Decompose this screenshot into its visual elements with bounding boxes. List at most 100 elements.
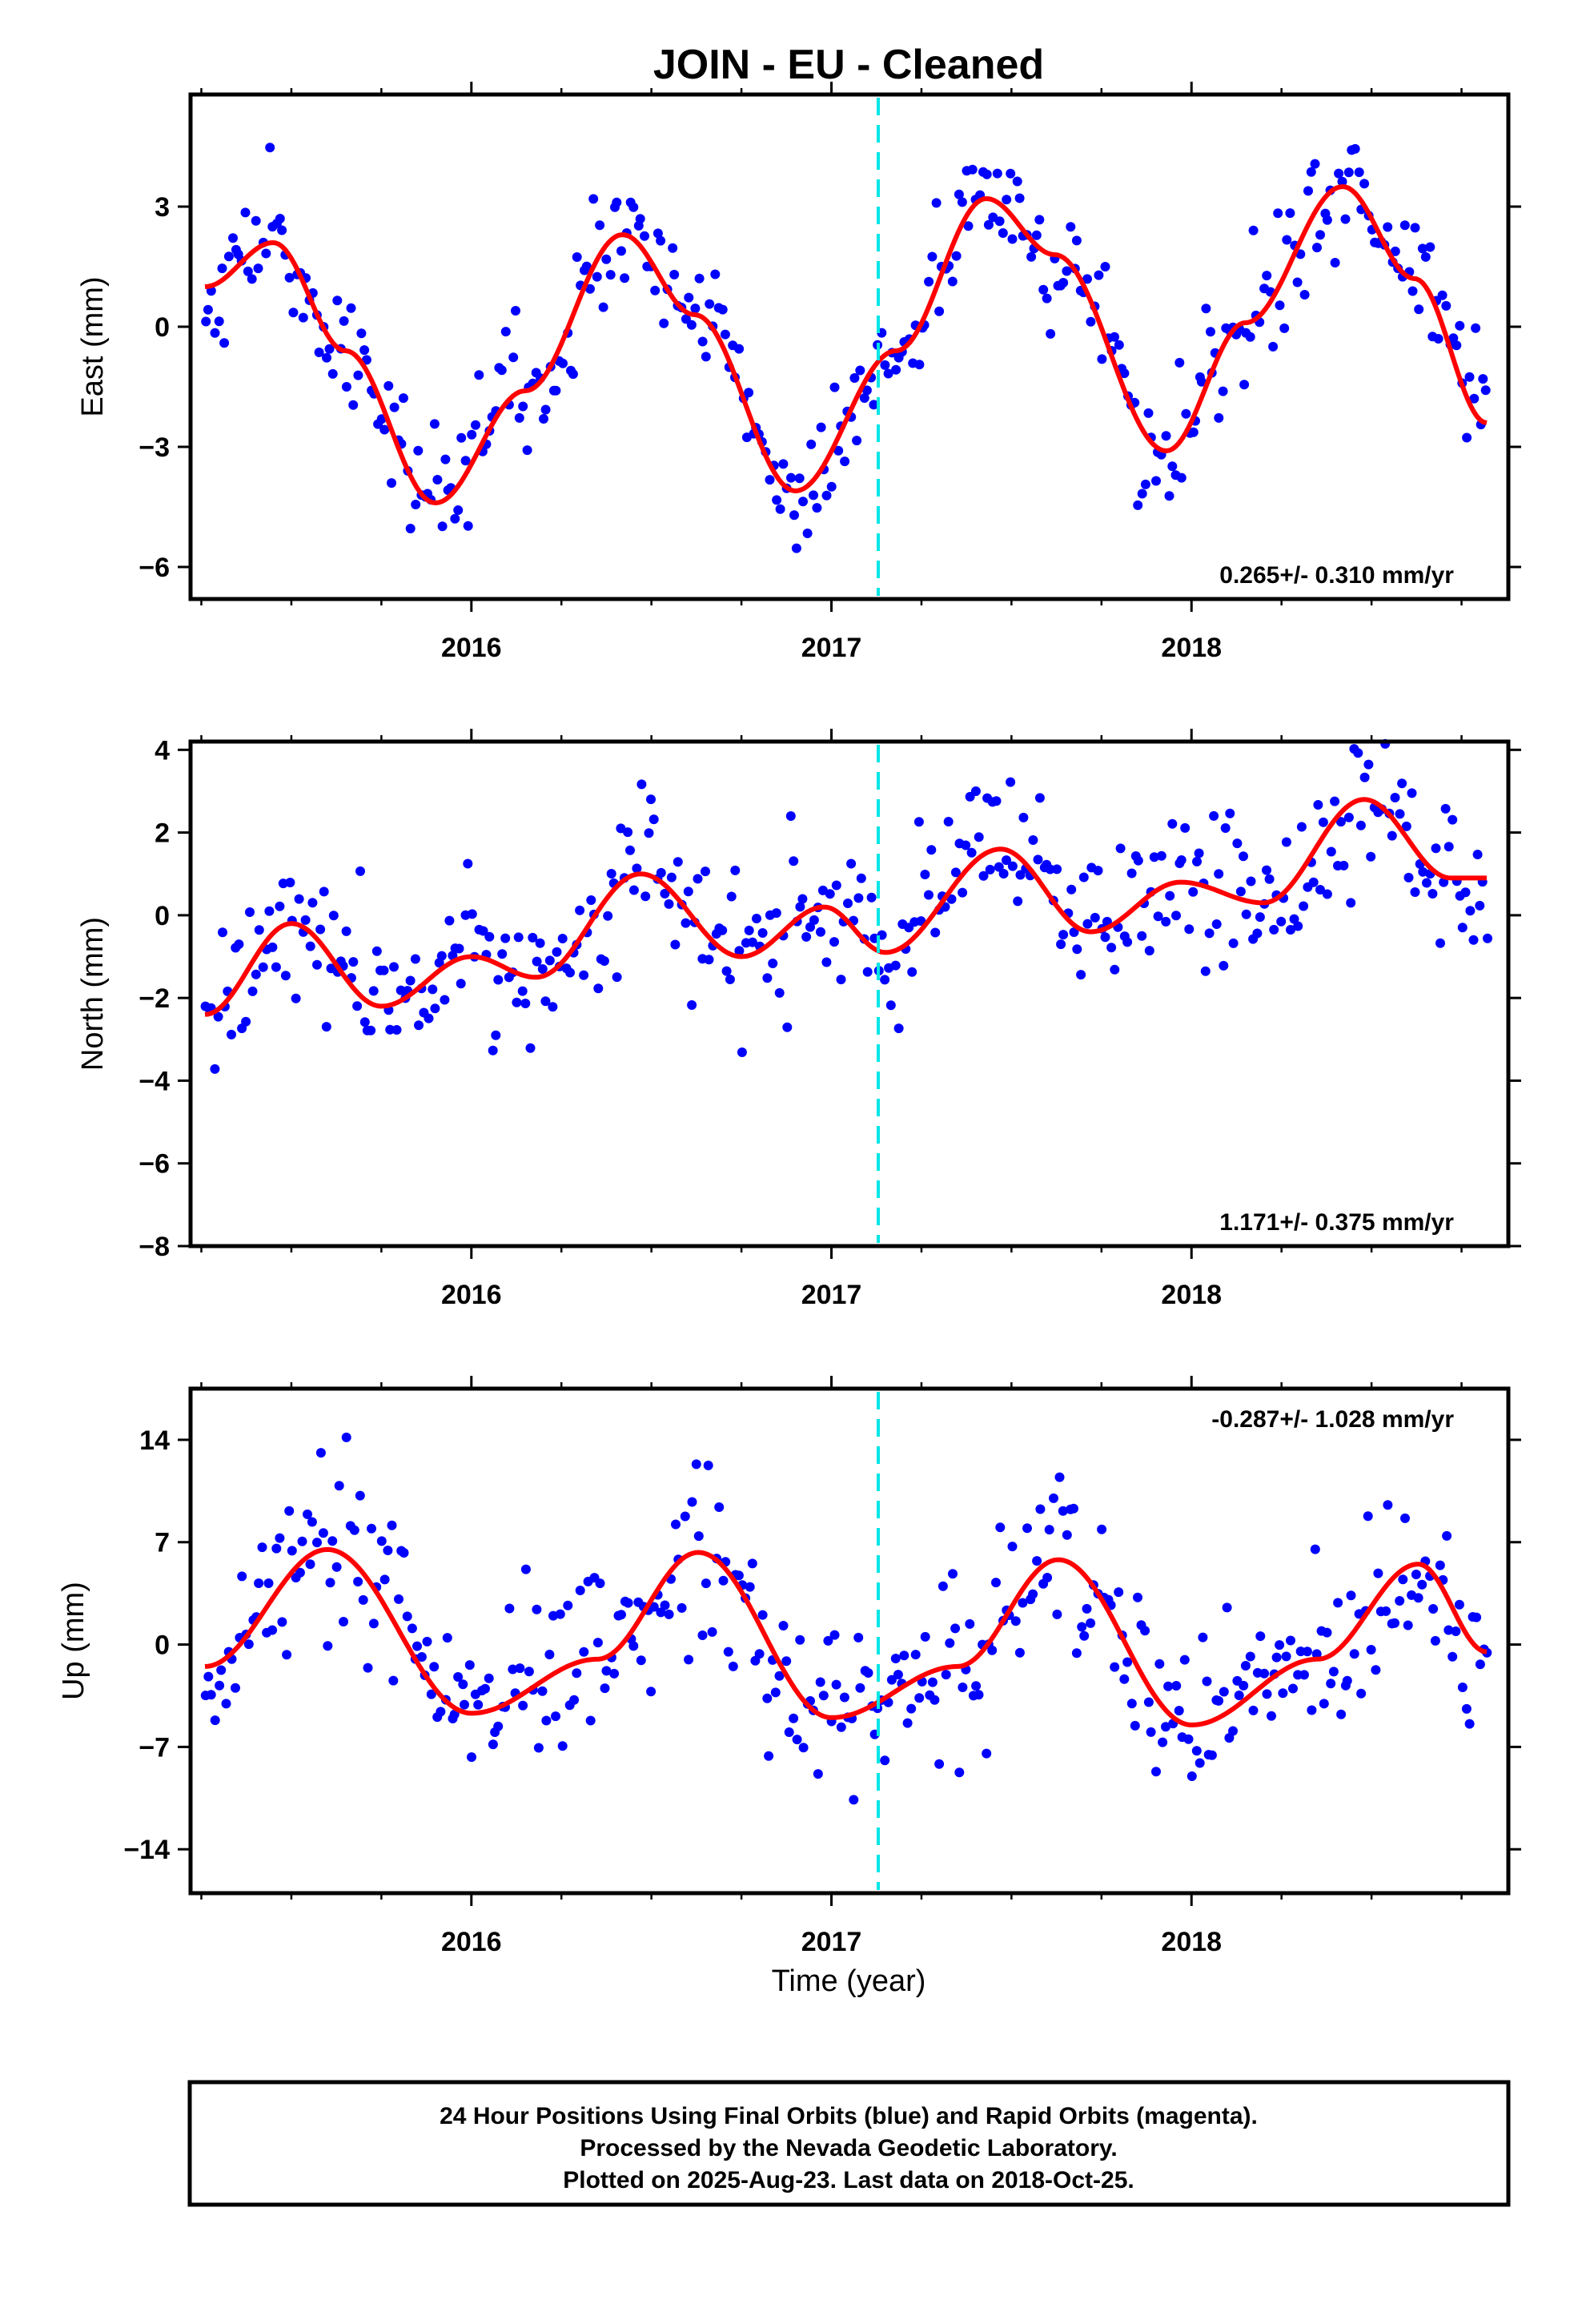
east-data-point bbox=[1303, 186, 1313, 196]
north-y-tick-labels: 4 2 0 −2 −4 −6 −8 bbox=[139, 735, 170, 1262]
up-data-point bbox=[965, 1618, 975, 1629]
up-data-point bbox=[353, 1577, 363, 1586]
east-data-point bbox=[1279, 323, 1290, 333]
up-data-point bbox=[995, 1522, 1006, 1533]
north-data-point bbox=[341, 926, 351, 936]
up-data-point bbox=[1461, 1703, 1472, 1714]
up-data-point bbox=[297, 1536, 307, 1546]
up-data-point bbox=[1275, 1640, 1285, 1651]
north-data-point bbox=[1214, 869, 1224, 879]
up-rate-annotation: -0.287+/- 1.028 mm/yr bbox=[1211, 1406, 1454, 1433]
up-data-point bbox=[954, 1767, 965, 1778]
up-data-point bbox=[784, 1727, 794, 1737]
north-data-point bbox=[1056, 939, 1066, 950]
north-data-point bbox=[1475, 900, 1485, 911]
up-data-point bbox=[257, 1542, 267, 1553]
up-data-point bbox=[416, 1652, 427, 1662]
north-data-point bbox=[1156, 850, 1166, 861]
north-data-point bbox=[648, 814, 659, 825]
up-data-point bbox=[677, 1602, 687, 1613]
north-data-point bbox=[1363, 759, 1374, 770]
east-data-point bbox=[1299, 290, 1310, 300]
north-data-point bbox=[985, 864, 995, 875]
east-data-point bbox=[786, 472, 796, 483]
north-data-point bbox=[371, 946, 382, 956]
east-y-tick-label: 3 bbox=[155, 192, 170, 223]
east-data-point bbox=[765, 475, 775, 485]
up-data-point bbox=[532, 1604, 542, 1614]
up-data-point bbox=[1288, 1683, 1298, 1694]
north-data-point bbox=[1188, 887, 1199, 897]
north-data-point bbox=[1018, 812, 1029, 822]
up-data-point bbox=[1158, 1737, 1168, 1747]
east-data-point bbox=[1164, 491, 1174, 501]
north-data-point bbox=[1359, 772, 1370, 782]
north-data-point bbox=[890, 960, 901, 971]
up-data-point bbox=[1411, 1570, 1421, 1579]
up-data-point bbox=[902, 1718, 913, 1728]
north-data-point bbox=[1069, 927, 1079, 937]
north-data-point bbox=[991, 796, 1002, 806]
east-data-point bbox=[1464, 372, 1475, 382]
up-data-point bbox=[1383, 1500, 1393, 1510]
east-data-point bbox=[1176, 472, 1186, 483]
east-data-point bbox=[474, 370, 484, 380]
north-data-point bbox=[512, 997, 522, 1007]
up-y-tick-label: 0 bbox=[155, 1630, 170, 1661]
north-data-point bbox=[747, 937, 757, 947]
north-y-tick-label: −6 bbox=[139, 1149, 170, 1180]
east-data-point bbox=[701, 352, 711, 362]
east-data-point bbox=[453, 505, 464, 515]
east-data-point bbox=[1014, 193, 1025, 203]
east-data-point bbox=[456, 432, 467, 443]
up-data-point bbox=[1259, 1668, 1270, 1679]
east-data-point bbox=[1399, 220, 1410, 231]
north-data-point bbox=[1318, 817, 1328, 827]
east-data-point bbox=[772, 495, 782, 505]
east-data-point bbox=[1071, 235, 1082, 246]
east-data-point bbox=[324, 344, 335, 354]
north-data-point bbox=[640, 891, 651, 902]
up-data-point bbox=[1195, 1758, 1205, 1768]
up-data-point bbox=[1151, 1767, 1161, 1777]
up-data-point bbox=[493, 1721, 504, 1731]
north-data-point bbox=[998, 869, 1009, 879]
east-data-point bbox=[251, 215, 261, 226]
east-data-point bbox=[1034, 215, 1045, 225]
up-data-point bbox=[460, 1699, 469, 1710]
up-data-point bbox=[1333, 1598, 1343, 1608]
east-data-point bbox=[1206, 327, 1215, 337]
east-data-point bbox=[1315, 230, 1325, 240]
north-data-point bbox=[593, 983, 604, 994]
up-data-point bbox=[1267, 1711, 1276, 1721]
north-data-point bbox=[717, 925, 728, 935]
north-data-point bbox=[789, 856, 799, 866]
up-data-point bbox=[1299, 1670, 1309, 1680]
up-data-point bbox=[295, 1567, 305, 1578]
up-data-point bbox=[231, 1683, 240, 1693]
up-data-point bbox=[1082, 1603, 1092, 1614]
up-x-tick-labels: 2016 2017 2018 bbox=[441, 1927, 1222, 1957]
up-data-point bbox=[818, 1691, 829, 1701]
up-data-point bbox=[684, 1655, 694, 1665]
up-data-point bbox=[1363, 1511, 1373, 1522]
north-data-point bbox=[771, 908, 781, 919]
east-data-point bbox=[1390, 246, 1400, 256]
north-data-point bbox=[528, 932, 538, 943]
up-data-point bbox=[754, 1649, 765, 1659]
up-y-tick-label: −14 bbox=[123, 1835, 170, 1865]
north-data-point bbox=[664, 899, 674, 909]
north-data-point bbox=[264, 906, 275, 916]
up-data-point bbox=[718, 1575, 729, 1586]
up-data-point bbox=[982, 1748, 992, 1759]
north-data-point bbox=[920, 870, 930, 879]
up-data-point bbox=[600, 1683, 610, 1694]
up-data-point bbox=[880, 1755, 890, 1766]
north-data-point bbox=[612, 972, 622, 983]
north-data-point bbox=[1418, 866, 1428, 877]
east-data-point bbox=[1359, 179, 1370, 189]
east-data-point bbox=[551, 385, 561, 396]
up-data-point bbox=[1472, 1612, 1482, 1622]
north-y-tick-label: 0 bbox=[155, 901, 170, 931]
east-data-point bbox=[1046, 328, 1056, 339]
